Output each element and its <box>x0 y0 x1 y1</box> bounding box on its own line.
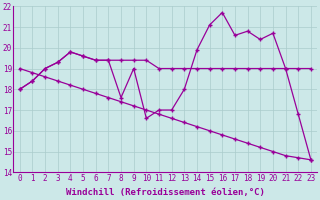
X-axis label: Windchill (Refroidissement éolien,°C): Windchill (Refroidissement éolien,°C) <box>66 188 265 197</box>
